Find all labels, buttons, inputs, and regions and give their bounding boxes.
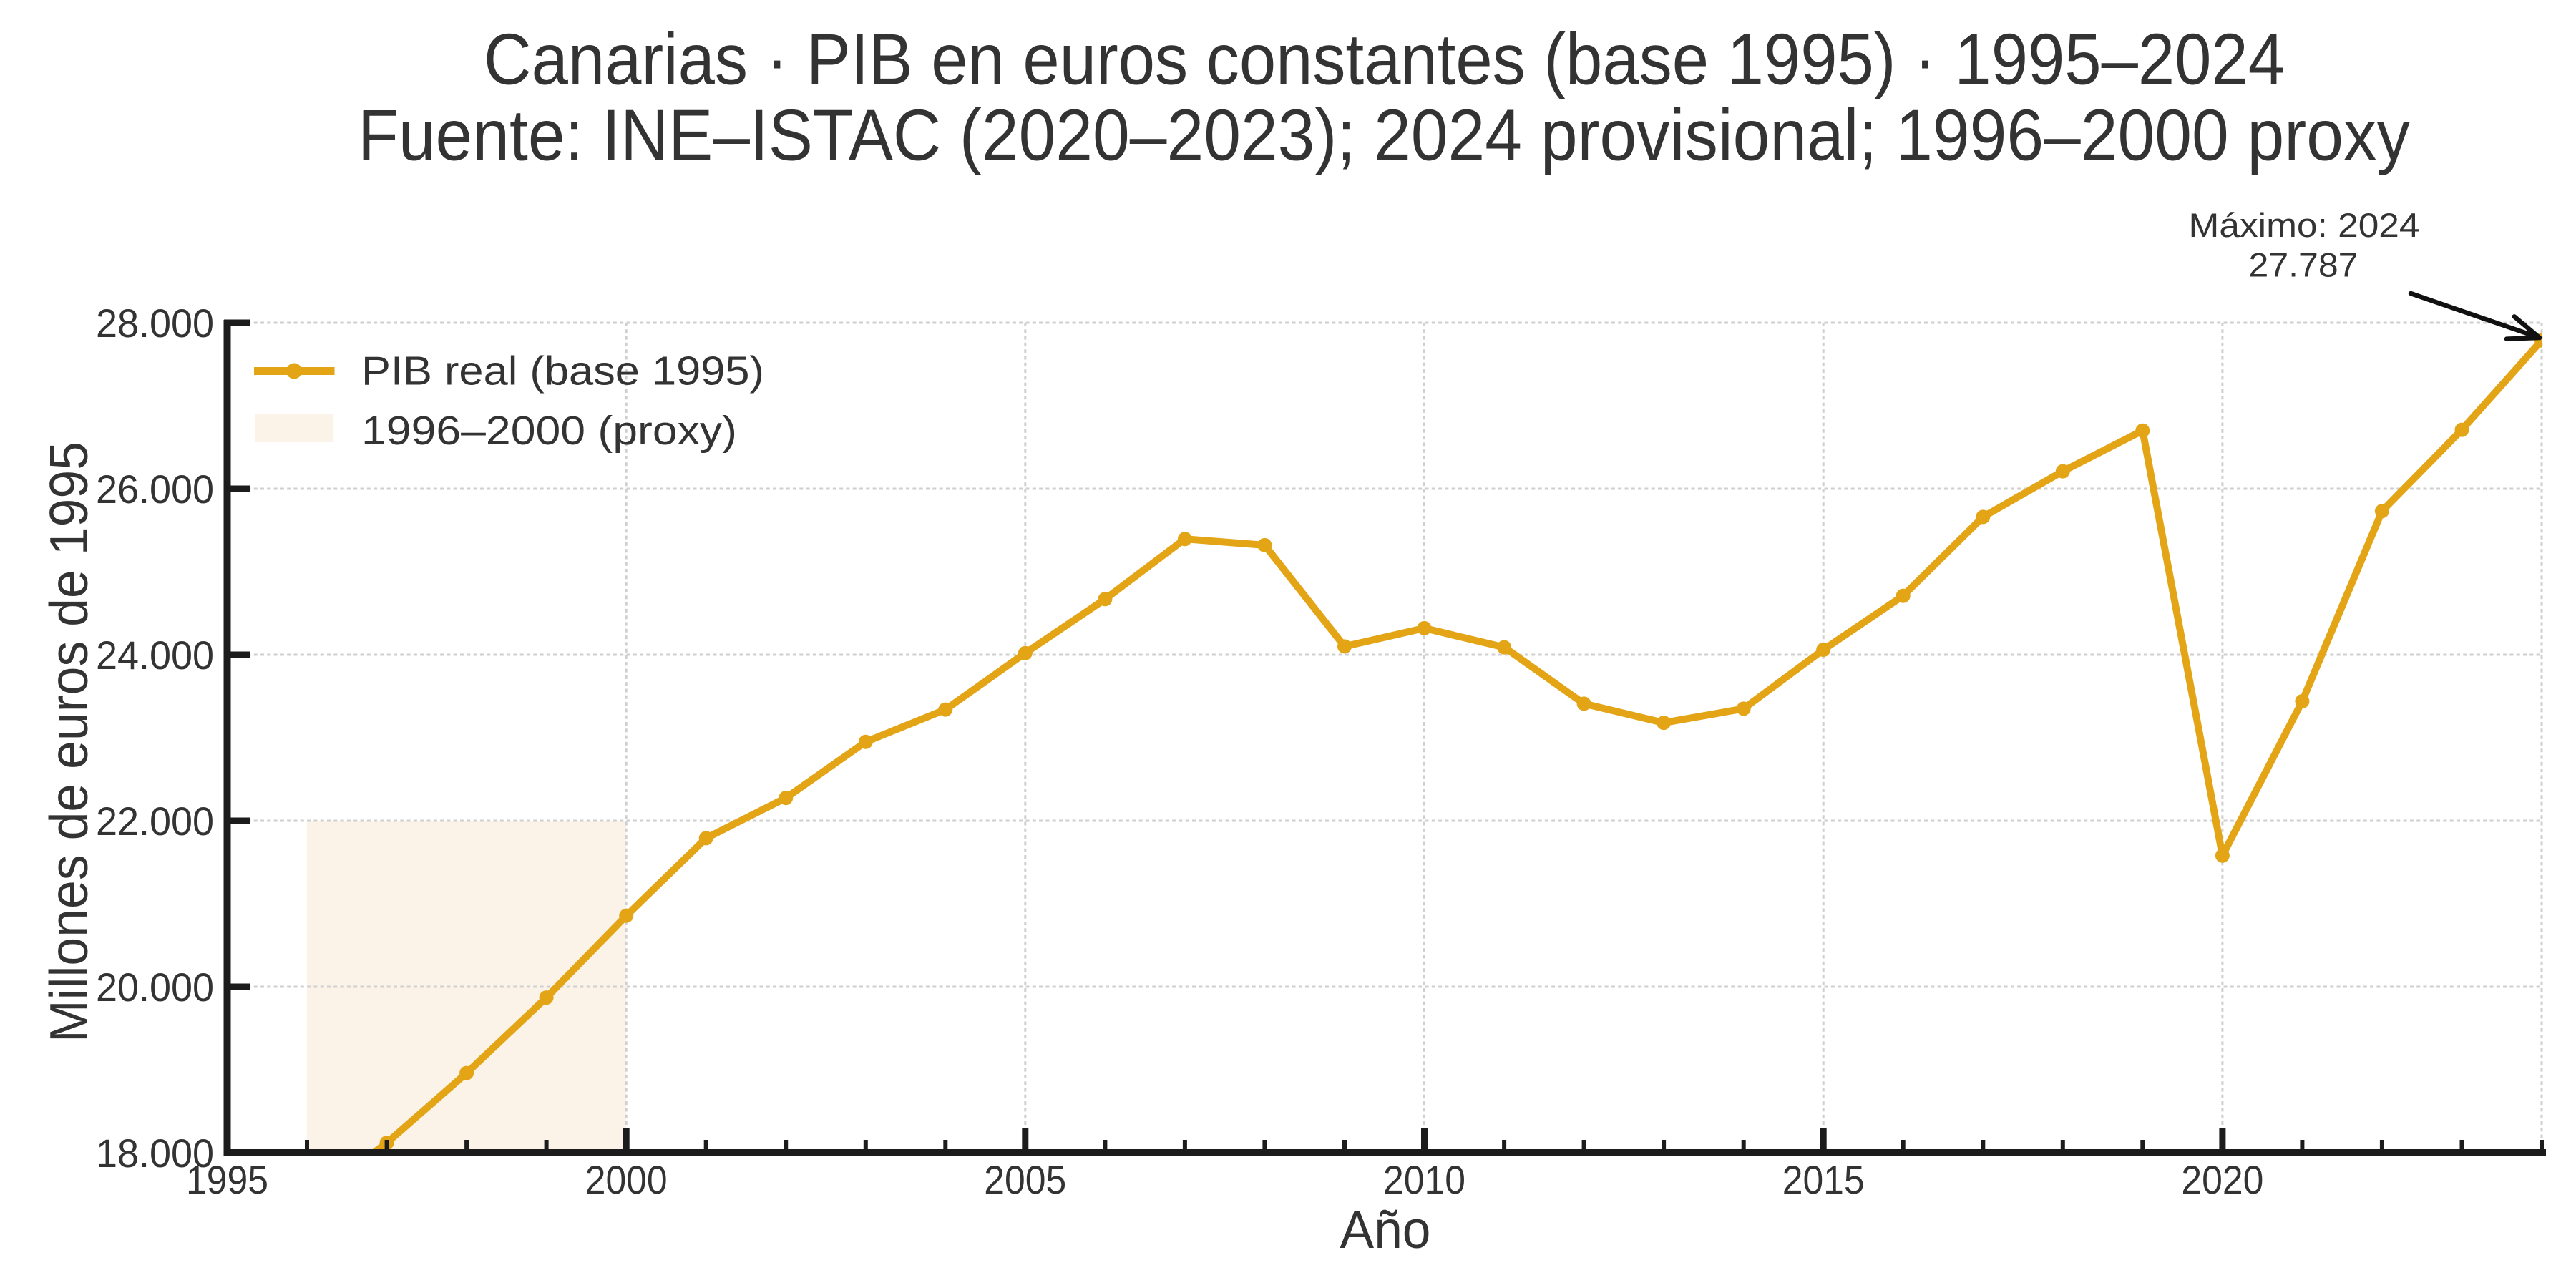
svg-text:2005: 2005 — [984, 1158, 1066, 1202]
svg-text:Canarias · PIB en euros consta: Canarias · PIB en euros constantes (base… — [484, 20, 2285, 100]
svg-text:20.000: 20.000 — [96, 965, 214, 1010]
svg-text:Máximo: 2024: Máximo: 2024 — [2189, 207, 2420, 245]
svg-text:2020: 2020 — [2181, 1158, 2263, 1202]
svg-text:28.000: 28.000 — [96, 301, 214, 346]
svg-text:2015: 2015 — [1782, 1158, 1865, 1202]
svg-text:27.787: 27.787 — [2249, 247, 2358, 285]
svg-text:Millones de euros de 1995: Millones de euros de 1995 — [39, 441, 99, 1043]
svg-text:2010: 2010 — [1383, 1158, 1465, 1202]
svg-text:2000: 2000 — [585, 1158, 668, 1202]
svg-text:Fuente: INE–ISTAC (2020–2023);: Fuente: INE–ISTAC (2020–2023); 2024 prov… — [358, 96, 2410, 176]
svg-text:24.000: 24.000 — [96, 633, 214, 678]
svg-text:1995: 1995 — [186, 1158, 268, 1202]
svg-text:22.000: 22.000 — [96, 799, 214, 844]
svg-text:26.000: 26.000 — [96, 467, 214, 512]
svg-text:18.000: 18.000 — [96, 1131, 214, 1176]
svg-text:Año: Año — [1340, 1200, 1431, 1259]
svg-text:PIB real (base 1995): PIB real (base 1995) — [361, 348, 764, 394]
svg-text:1996–2000 (proxy): 1996–2000 (proxy) — [361, 408, 737, 454]
